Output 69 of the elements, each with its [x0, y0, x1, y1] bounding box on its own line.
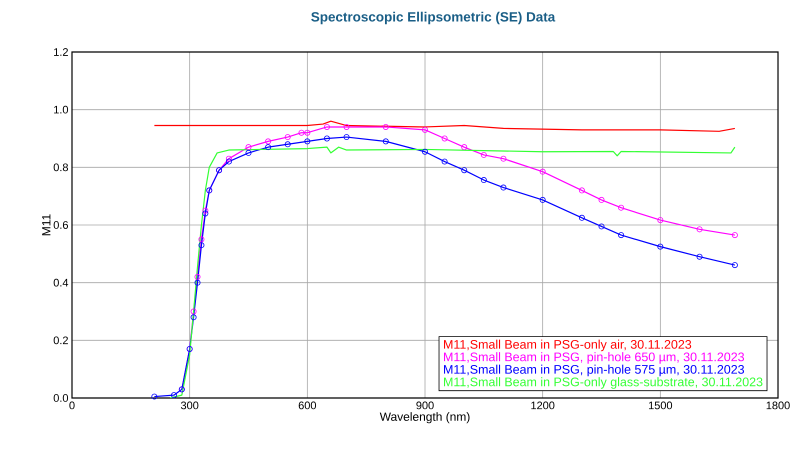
y-tick-label: 0.2 — [54, 336, 68, 344]
point — [170, 392, 177, 398]
point — [226, 158, 232, 165]
point — [265, 144, 272, 150]
point — [422, 148, 428, 155]
point — [442, 136, 448, 142]
point — [540, 168, 546, 175]
text: M11,Small Beam in PSG, pin-hole 575 µm, 30.11.2023 — [444, 364, 744, 376]
text: M11,Small Beam in PSG-only glass-substrate, 30.11.2023 — [444, 377, 762, 389]
y-tick-label: 1.2 — [54, 48, 68, 56]
point — [284, 134, 291, 140]
point — [540, 196, 546, 203]
point — [578, 214, 585, 221]
y-tick-label: 0.8 — [54, 163, 68, 172]
point — [696, 226, 703, 232]
x-tick-label: 1800 — [766, 402, 790, 410]
point — [202, 210, 208, 216]
point — [618, 232, 624, 238]
point — [246, 144, 252, 150]
point — [461, 167, 468, 174]
point — [442, 158, 448, 165]
point — [461, 144, 468, 150]
point — [382, 138, 389, 144]
point — [202, 208, 208, 214]
point — [480, 177, 487, 184]
point — [480, 152, 487, 158]
y-axis-title: M11 — [42, 214, 50, 236]
x-tick-label: 900 — [416, 402, 434, 410]
x-tick-label: 0 — [69, 402, 75, 410]
point — [324, 136, 330, 142]
point — [298, 130, 304, 136]
point — [422, 126, 428, 133]
point — [226, 156, 232, 162]
point — [500, 184, 506, 191]
point — [344, 134, 350, 140]
x-axis-title: Wavelength (nm) — [380, 412, 470, 424]
point — [284, 141, 291, 148]
point — [190, 308, 197, 314]
point — [324, 124, 330, 130]
text: M11,Small Beam in PSG-only air, 30.11.2023 — [444, 340, 692, 352]
point — [190, 314, 197, 320]
point — [246, 150, 252, 156]
chart-title: Spectroscopic Ellipsometric (SE) Data — [311, 12, 556, 24]
point — [598, 196, 604, 203]
y-tick-label: 0.0 — [54, 394, 68, 402]
point — [657, 244, 664, 250]
x-tick-label: 1200 — [531, 402, 554, 410]
point — [578, 187, 585, 194]
point — [304, 130, 310, 136]
x-tick-label: 1500 — [648, 402, 672, 410]
point — [344, 124, 350, 130]
point — [696, 254, 703, 260]
point — [304, 138, 310, 144]
point — [198, 236, 204, 242]
point — [618, 204, 624, 211]
point — [194, 274, 201, 280]
x-tick-label: 300 — [180, 402, 198, 410]
y-tick-label: 0.4 — [54, 278, 68, 287]
point — [265, 138, 272, 144]
point — [194, 280, 201, 286]
point — [657, 217, 664, 224]
point — [382, 124, 389, 130]
point — [500, 156, 506, 162]
y-tick-label: 0.6 — [54, 221, 68, 229]
x-tick-label: 600 — [298, 402, 316, 410]
point — [598, 223, 604, 230]
text: M11,Small Beam in PSG, pin-hole 650 µm, 30.11.2023 — [444, 352, 744, 364]
point — [198, 242, 204, 248]
y-tick-label: 1.0 — [54, 106, 68, 114]
